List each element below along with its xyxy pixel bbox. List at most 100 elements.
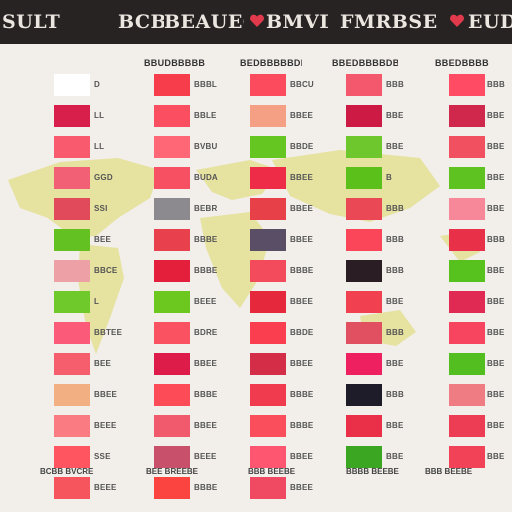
list-item: BBEE: [206, 101, 313, 132]
page-title-part-6: EUDA: [468, 11, 512, 33]
country-label: BBCE: [94, 266, 118, 275]
country-label: BBEE: [290, 204, 314, 213]
flag-swatch: [154, 291, 190, 313]
flag-swatch: [346, 415, 382, 437]
country-label: BBEE: [290, 483, 314, 492]
list-item: BBEE: [10, 380, 117, 411]
title-bar: SULT BCBA BEAUEGDDD BMVD FMRBSEU EUDA: [0, 0, 512, 44]
flag-swatch: [346, 74, 382, 96]
list-item: BBEE: [206, 194, 313, 225]
list-item: BBE: [302, 411, 403, 442]
flag-swatch: [250, 446, 286, 468]
flag-swatch: [154, 105, 190, 127]
country-label: BBBL: [194, 80, 218, 89]
flag-swatch: [54, 384, 90, 406]
flag-swatch: [154, 477, 190, 499]
country-label: BEEE: [94, 421, 117, 430]
flag-swatch: [54, 291, 90, 313]
list-item: BBDE: [206, 318, 313, 349]
flag-swatch: [154, 229, 190, 251]
country-label: BVBU: [194, 142, 218, 151]
list-item: BBE: [405, 411, 504, 442]
flag-swatch: [250, 167, 286, 189]
flag-swatch: [449, 74, 485, 96]
country-label: GGD: [94, 173, 113, 182]
country-label: BEE: [94, 235, 112, 244]
list-item: BBE: [405, 380, 504, 411]
country-label: BBE: [487, 390, 505, 399]
flag-swatch: [54, 322, 90, 344]
column-header: BBEDBBBBDB: [332, 58, 398, 68]
list-item: BBB: [302, 225, 404, 256]
country-label: BBCU: [290, 80, 314, 89]
country-label: BBBE: [194, 235, 218, 244]
country-label: BBB: [386, 204, 404, 213]
list-item: BBE: [405, 132, 504, 163]
flag-swatch: [154, 74, 190, 96]
list-item: BBBE: [206, 256, 313, 287]
flag-swatch: [449, 198, 485, 220]
flag-swatch: [250, 353, 286, 375]
country-label: BBBE: [194, 483, 218, 492]
flag-swatch: [250, 322, 286, 344]
flag-swatch: [346, 291, 382, 313]
country-label: BEEE: [194, 452, 217, 461]
list-item: BBBE: [206, 380, 313, 411]
list-item: BBTEE: [10, 318, 122, 349]
country-label: BBE: [487, 111, 505, 120]
country-label: B: [386, 173, 392, 182]
country-label: BBB: [487, 80, 505, 89]
list-item: BBE: [405, 318, 504, 349]
flag-swatch: [346, 322, 382, 344]
flag-swatch: [54, 353, 90, 375]
country-label: BBE: [386, 111, 404, 120]
country-label: BBDE: [290, 142, 314, 151]
flag-swatch: [346, 446, 382, 468]
flag-swatch: [154, 136, 190, 158]
country-label: BBEE: [290, 452, 314, 461]
country-label: BBE: [487, 204, 505, 213]
list-item: BBEE: [110, 349, 217, 380]
list-item: BBLE: [110, 101, 216, 132]
column-footer: BBB BEEBE: [425, 467, 473, 476]
list-item: BBBE: [110, 225, 217, 256]
page-title-part-4: BMVD: [266, 11, 328, 33]
country-label: BBE: [487, 359, 505, 368]
flag-column: BBEDBBBBDB BBB BBE BBE B BBB BBB BBB BBE…: [302, 56, 404, 473]
country-label: BEE: [94, 359, 112, 368]
list-item: BBE: [405, 442, 504, 473]
list-item: BEEE: [110, 287, 216, 318]
flag-swatch: [250, 74, 286, 96]
country-label: SSE: [94, 452, 111, 461]
list-item: BBB: [302, 318, 404, 349]
list-item: BEBR: [110, 194, 217, 225]
country-label: L: [94, 297, 100, 306]
flag-swatch: [250, 229, 286, 251]
flag-swatch: [54, 167, 90, 189]
list-item: SSI: [10, 194, 107, 225]
flag-swatch: [449, 229, 485, 251]
flag-swatch: [54, 229, 90, 251]
list-item: BBDE: [206, 132, 313, 163]
list-item: BBB: [302, 70, 404, 101]
flag-swatch: [250, 260, 286, 282]
country-label: BBE: [487, 421, 505, 430]
country-label: BEBR: [194, 204, 218, 213]
country-label: LL: [94, 111, 105, 120]
country-label: BBEE: [290, 111, 314, 120]
country-label: BEEE: [94, 483, 117, 492]
country-label: LL: [94, 142, 105, 151]
flag-swatch: [154, 260, 190, 282]
flag-swatch: [154, 446, 190, 468]
list-item: SSE: [10, 442, 110, 473]
flag-swatch: [54, 136, 90, 158]
list-item: BBEE: [206, 442, 313, 473]
list-item: BBB: [405, 225, 505, 256]
country-label: BBEE: [290, 235, 314, 244]
list-item: BEE: [10, 225, 111, 256]
country-label: BBE: [487, 173, 505, 182]
list-item: BBE: [405, 194, 504, 225]
country-label: BBE: [487, 266, 505, 275]
column-footer: BEE BREEBE: [146, 467, 199, 476]
flag-swatch: [54, 477, 90, 499]
